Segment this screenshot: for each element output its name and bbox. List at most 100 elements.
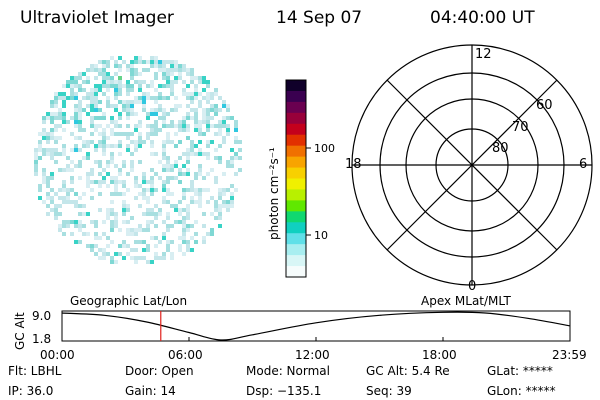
imager-pixel	[166, 140, 170, 144]
imager-pixel	[142, 240, 146, 244]
imager-pixel	[130, 64, 134, 68]
imager-pixel	[162, 220, 166, 224]
imager-pixel	[190, 76, 194, 80]
imager-pixel	[102, 132, 106, 136]
imager-pixel	[178, 180, 182, 184]
imager-pixel	[170, 140, 174, 144]
imager-pixel	[90, 92, 94, 96]
imager-pixel	[206, 140, 210, 144]
imager-pixel	[170, 176, 174, 180]
gc-alt-readout: GC Alt: 5.4 Re	[366, 364, 450, 378]
imager-pixel	[62, 100, 66, 104]
imager-pixel	[142, 256, 146, 260]
imager-pixel	[182, 80, 186, 84]
imager-pixel	[110, 128, 114, 132]
observation-time: 04:40:00 UT	[430, 8, 535, 28]
imager-pixel	[194, 96, 198, 100]
imager-pixel	[122, 180, 126, 184]
imager-pixel	[162, 152, 166, 156]
imager-pixel	[230, 156, 234, 160]
imager-pixel	[158, 176, 162, 180]
imager-pixel	[190, 140, 194, 144]
imager-pixel	[42, 176, 46, 180]
imager-pixel	[214, 112, 218, 116]
imager-pixel	[226, 160, 230, 164]
imager-pixel	[106, 184, 110, 188]
imager-pixel	[82, 192, 86, 196]
imager-pixel	[154, 60, 158, 64]
imager-pixel	[138, 140, 142, 144]
imager-pixel	[174, 80, 178, 84]
imager-pixel	[102, 220, 106, 224]
imager-pixel	[162, 252, 166, 256]
imager-pixel	[138, 240, 142, 244]
imager-pixel	[50, 136, 54, 140]
polar-grid	[351, 44, 593, 286]
imager-pixel	[186, 240, 190, 244]
imager-pixel	[70, 148, 74, 152]
imager-pixel	[74, 92, 78, 96]
imager-pixel	[194, 112, 198, 116]
imager-pixel	[134, 140, 138, 144]
imager-pixel	[106, 100, 110, 104]
imager-pixel	[186, 124, 190, 128]
imager-pixel	[222, 136, 226, 140]
imager-pixel	[162, 196, 166, 200]
imager-pixel	[150, 168, 154, 172]
imager-pixel	[74, 96, 78, 100]
imager-pixel	[110, 104, 114, 108]
imager-pixel	[182, 252, 186, 256]
imager-pixel	[154, 112, 158, 116]
imager-pixel	[114, 92, 118, 96]
imager-pixel	[106, 172, 110, 176]
imager-pixel	[46, 148, 50, 152]
imager-pixel	[114, 212, 118, 216]
imager-pixel	[110, 224, 114, 228]
imager-pixel	[114, 164, 118, 168]
imager-pixel	[122, 132, 126, 136]
imager-pixel	[154, 204, 158, 208]
imager-pixel	[106, 164, 110, 168]
imager-pixel	[118, 56, 122, 60]
imager-pixel	[182, 92, 186, 96]
imager-pixel	[110, 84, 114, 88]
imager-pixel	[118, 92, 122, 96]
imager-pixel	[94, 220, 98, 224]
imager-pixel	[166, 124, 170, 128]
imager-pixel	[110, 180, 114, 184]
imager-pixel	[74, 116, 78, 120]
imager-pixel	[230, 196, 234, 200]
imager-pixel	[214, 104, 218, 108]
imager-pixel	[50, 196, 54, 200]
polar-label-0: 0	[468, 279, 476, 294]
imager-pixel	[130, 256, 134, 260]
imager-pixel	[106, 80, 110, 84]
imager-pixel	[126, 172, 130, 176]
imager-pixel	[86, 144, 90, 148]
imager-pixel	[150, 212, 154, 216]
imager-pixel	[114, 192, 118, 196]
imager-pixel	[110, 240, 114, 244]
imager-pixel	[54, 96, 58, 100]
imager-pixel	[186, 128, 190, 132]
imager-pixel	[86, 92, 90, 96]
imager-pixel	[62, 92, 66, 96]
colorbar-band	[286, 167, 306, 180]
imager-pixel	[206, 128, 210, 132]
imager-pixel	[94, 76, 98, 80]
imager-pixel	[194, 116, 198, 120]
imager-pixel	[70, 76, 74, 80]
imager-pixel	[182, 68, 186, 72]
imager-pixel	[110, 116, 114, 120]
imager-pixel	[94, 108, 98, 112]
imager-pixel	[206, 112, 210, 116]
imager-pixel	[130, 152, 134, 156]
imager-pixel	[178, 68, 182, 72]
imager-pixel	[102, 92, 106, 96]
imager-pixel	[134, 100, 138, 104]
imager-pixel	[182, 188, 186, 192]
imager-pixel	[190, 180, 194, 184]
imager-pixel	[174, 60, 178, 64]
imager-pixel	[114, 72, 118, 76]
imager-pixel	[50, 128, 54, 132]
